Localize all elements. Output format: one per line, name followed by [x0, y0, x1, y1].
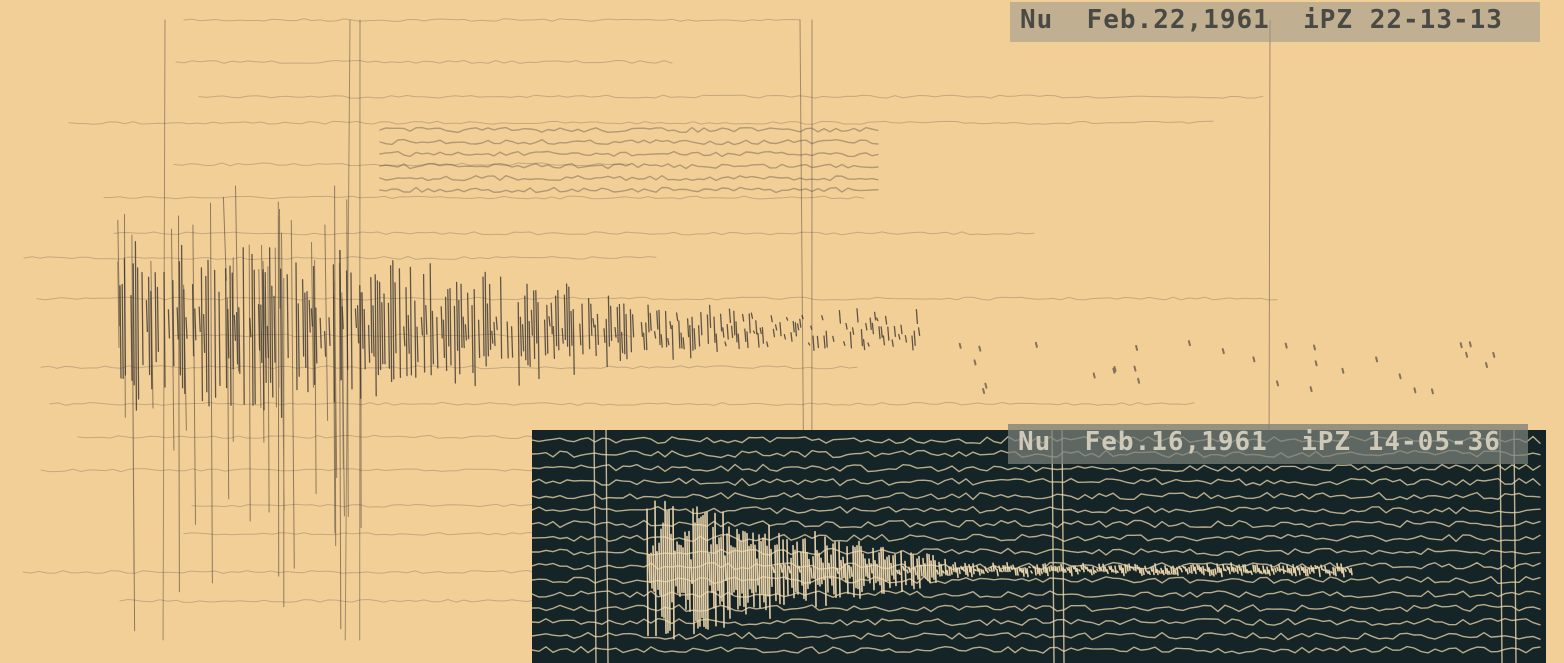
trace-line [175, 59, 673, 64]
trace-line [103, 195, 865, 200]
inset-time-mark [593, 430, 597, 663]
inset-trace-line [532, 645, 1541, 655]
trace-line [68, 120, 1214, 125]
inset-trace-line [532, 505, 1541, 515]
inset-trace-line [532, 491, 1541, 501]
trace-line [49, 401, 1195, 406]
trace-line [379, 138, 879, 146]
inset-trace-line [532, 477, 1541, 487]
inset-trace-line [532, 519, 1541, 529]
inset-trace-line [532, 631, 1541, 641]
trace-line [173, 162, 631, 167]
record-label-bottom: Nu Feb.16,1961 iPZ 14-05-36 [1008, 424, 1528, 464]
spike-lines [117, 185, 362, 632]
trace-dots [958, 340, 1496, 395]
lower-seismogram-traces [532, 430, 1541, 663]
inset-seismic-burst [646, 500, 1353, 640]
trace-line [198, 94, 1264, 99]
inset-time-mark [1513, 430, 1517, 663]
inset-time-mark [605, 430, 609, 663]
trace-line [113, 231, 1035, 236]
lower-seismogram-inset [532, 430, 1546, 663]
trace-line [379, 126, 879, 134]
inset-time-mark [1061, 430, 1065, 663]
inset-trace-line [532, 463, 1541, 473]
trace-line [379, 150, 879, 158]
inset-trace-line [532, 533, 1541, 543]
record-label-top: Nu Feb.22,1961 iPZ 22-13-13 [1010, 2, 1540, 42]
trace-line [379, 186, 879, 194]
trace-line [379, 174, 879, 182]
inset-background [532, 430, 1546, 663]
inset-time-mark [1499, 430, 1503, 663]
trace-line [183, 18, 801, 22]
inset-time-mark [1051, 430, 1055, 663]
trace-line [379, 162, 879, 170]
trace-line [40, 365, 858, 370]
seismic-burst [119, 240, 921, 418]
